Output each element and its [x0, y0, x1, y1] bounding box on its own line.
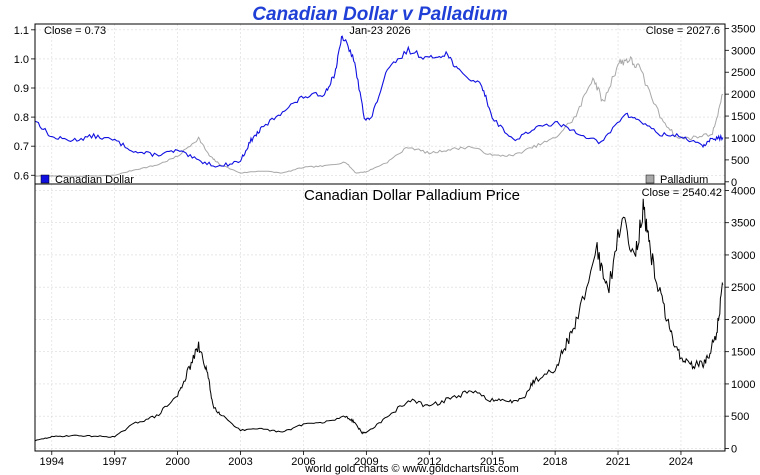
top-panel-series [34, 35, 724, 177]
bottom-panel-series [34, 198, 724, 442]
right-tick-label: 1000 [731, 133, 755, 145]
legend-label-cad: Canadian Dollar [55, 174, 134, 186]
right-tick-label: 500 [731, 155, 749, 167]
legend-swatch-palladium [645, 174, 655, 184]
right-tick-label: 3000 [731, 45, 755, 57]
right-tick-label: 0 [731, 177, 737, 189]
top-left-axis: 0.6 0.7 0.8 0.9 1.0 1.1 [14, 25, 35, 182]
close-ratio-label: Close = 2540.42 [642, 187, 722, 199]
x-tick-label: 1997 [102, 456, 126, 468]
right-tick-label: 1500 [731, 111, 755, 123]
left-tick-label: 1.0 [14, 54, 29, 66]
x-tick-label: 2024 [669, 456, 693, 468]
top-panel-frame [34, 23, 726, 185]
x-tick-label: 2015 [480, 456, 504, 468]
close-palladium-label: Close = 2027.6 [646, 25, 720, 37]
bottom-panel-frame [34, 183, 726, 452]
bottom-right-tick-label: 3000 [731, 250, 755, 262]
series-line-palladium [34, 55, 724, 177]
left-tick-label: 1.1 [14, 25, 29, 37]
legend-swatch-cad [40, 174, 50, 184]
right-tick-label: 2000 [731, 89, 755, 101]
bottom-right-axis: 0 500 1000 1500 2000 2500 3000 3500 4000 [725, 185, 755, 455]
series-line-canadian-dollar [34, 35, 724, 168]
bottom-right-tick-label: 1500 [731, 347, 755, 359]
x-axis: 1994 1997 2000 2003 2006 2009 2012 2015 2018 2021… [40, 451, 693, 468]
left-tick-label: 0.9 [14, 83, 29, 95]
x-tick-label: 2003 [228, 456, 252, 468]
x-tick-label: 2000 [165, 456, 189, 468]
bottom-right-tick-label: 2500 [731, 282, 755, 294]
bottom-chart-title: Canadian Dollar Palladium Price [304, 187, 520, 204]
chart-title: Canadian Dollar v Palladium [252, 4, 508, 25]
bottom-panel-grid [35, 184, 725, 451]
x-tick-label: 2006 [291, 456, 315, 468]
x-tick-label: 2012 [417, 456, 441, 468]
bottom-right-tick-label: 500 [731, 411, 749, 423]
x-tick-label: 2009 [354, 456, 378, 468]
x-tick-label: 2021 [606, 456, 630, 468]
footer-credit: world gold charts © www.goldchartsrus.co… [304, 463, 519, 475]
close-cad-label: Close = 0.73 [44, 25, 106, 37]
bottom-right-tick-label: 1000 [731, 379, 755, 391]
top-panel-grid [35, 24, 725, 184]
x-tick-label: 2018 [543, 456, 567, 468]
bottom-right-tick-label: 0 [731, 443, 737, 455]
left-tick-label: 0.6 [14, 170, 29, 182]
left-tick-label: 0.8 [14, 112, 29, 124]
x-tick-label: 1994 [40, 456, 64, 468]
legend-label-palladium: Palladium [660, 174, 708, 186]
top-right-axis: 0 500 1000 1500 2000 2500 3000 3500 [725, 23, 755, 189]
left-tick-label: 0.7 [14, 141, 29, 153]
bottom-right-tick-label: 2000 [731, 314, 755, 326]
bottom-right-tick-label: 3500 [731, 218, 755, 230]
bottom-right-tick-label: 4000 [731, 185, 755, 197]
right-tick-label: 2500 [731, 67, 755, 79]
date-label: Jan-23 2026 [349, 25, 410, 37]
right-tick-label: 3500 [731, 23, 755, 35]
series-line-ratio [34, 198, 724, 442]
